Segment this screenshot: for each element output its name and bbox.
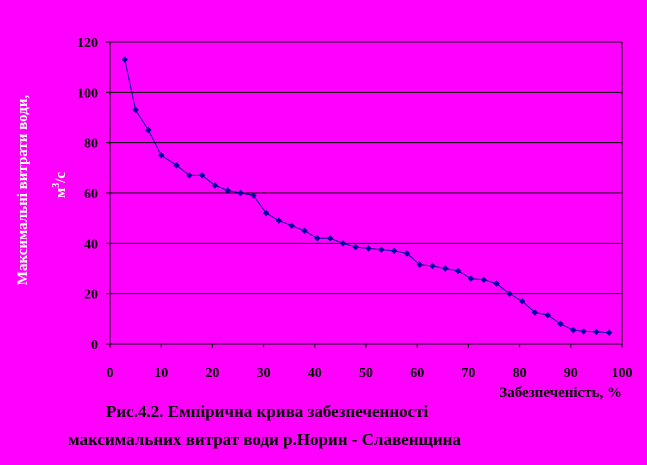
data-point-26 (454, 267, 462, 275)
data-point-0 (121, 56, 129, 63)
data-point-6 (198, 172, 206, 179)
data-point-32 (531, 309, 539, 316)
data-point-27 (467, 275, 475, 282)
data-point-33 (544, 311, 551, 319)
data-point-16 (326, 235, 334, 242)
y-tick-label-20: 20 (84, 288, 98, 303)
x-tick-label-20: 20 (205, 366, 219, 381)
data-point-38 (606, 329, 613, 336)
data-point-5 (186, 172, 193, 179)
data-point-11 (262, 209, 270, 217)
data-point-25 (442, 265, 449, 272)
y-tick-labels: 0 20 40 60 80 100 120 (77, 36, 98, 353)
grid-lines (110, 41, 622, 295)
data-point-28 (480, 276, 487, 284)
data-point-3 (158, 152, 165, 159)
data-point-35 (570, 326, 577, 334)
x-tick-label-0: 0 (107, 366, 114, 381)
data-series (121, 56, 613, 336)
x-tick-label-10: 10 (154, 366, 168, 381)
data-point-19 (365, 245, 372, 252)
data-point-9 (237, 189, 244, 197)
data-point-23 (416, 261, 423, 268)
series-line-0 (124, 59, 610, 334)
data-point-21 (390, 247, 398, 255)
y-axis-unit-tail: /с (53, 172, 69, 184)
y-tick-label-60: 60 (84, 187, 98, 202)
data-point-12 (275, 217, 283, 224)
data-point-8 (224, 187, 231, 194)
y-tick-label-80: 80 (84, 137, 98, 152)
data-point-24 (429, 262, 436, 270)
data-point-29 (493, 280, 500, 287)
data-point-13 (288, 222, 295, 229)
x-tick-label-50: 50 (359, 366, 373, 381)
y-tick-label-120: 120 (77, 36, 98, 51)
data-point-1 (132, 106, 139, 114)
data-point-36 (580, 328, 587, 335)
caption-line-2: максимальних витрат води р.Норин - Славе… (68, 430, 461, 449)
x-tick-labels: 0 10 20 30 40 50 60 70 80 90 100 (107, 366, 633, 381)
axes (106, 41, 623, 348)
x-axis-label: Забезпеченість, % (499, 385, 622, 401)
data-point-2 (145, 126, 152, 134)
x-tick-label-30: 30 (257, 366, 271, 381)
y-tick-label-0: 0 (91, 338, 98, 353)
x-tick-label-80: 80 (513, 366, 527, 381)
data-point-22 (403, 250, 411, 257)
data-point-7 (211, 182, 219, 189)
data-point-37 (593, 328, 600, 336)
y-axis-unit-sup: 3 (51, 183, 62, 188)
data-point-15 (314, 235, 321, 242)
caption-line-1: Рис.4.2. Емпірична крива забезпеченності (106, 402, 429, 421)
y-axis-label: Максимальні витрати води, (15, 95, 31, 286)
data-point-20 (378, 246, 385, 253)
x-tick-label-40: 40 (308, 366, 322, 381)
x-tick-label-100: 100 (612, 366, 633, 381)
x-tick-label-70: 70 (461, 366, 475, 381)
y-tick-label-40: 40 (84, 237, 98, 252)
y-tick-label-100: 100 (77, 86, 98, 101)
x-tick-label-60: 60 (410, 366, 424, 381)
data-point-31 (518, 298, 526, 305)
data-point-14 (301, 227, 308, 234)
data-point-4 (173, 162, 180, 169)
x-tick-label-90: 90 (564, 366, 578, 381)
data-point-30 (506, 290, 513, 297)
data-point-18 (352, 243, 359, 251)
y-axis-unit: м3/с (51, 172, 69, 198)
data-point-17 (339, 240, 347, 247)
data-point-34 (557, 320, 564, 328)
y-axis-unit-base: м (53, 188, 69, 198)
data-point-10 (250, 192, 257, 199)
